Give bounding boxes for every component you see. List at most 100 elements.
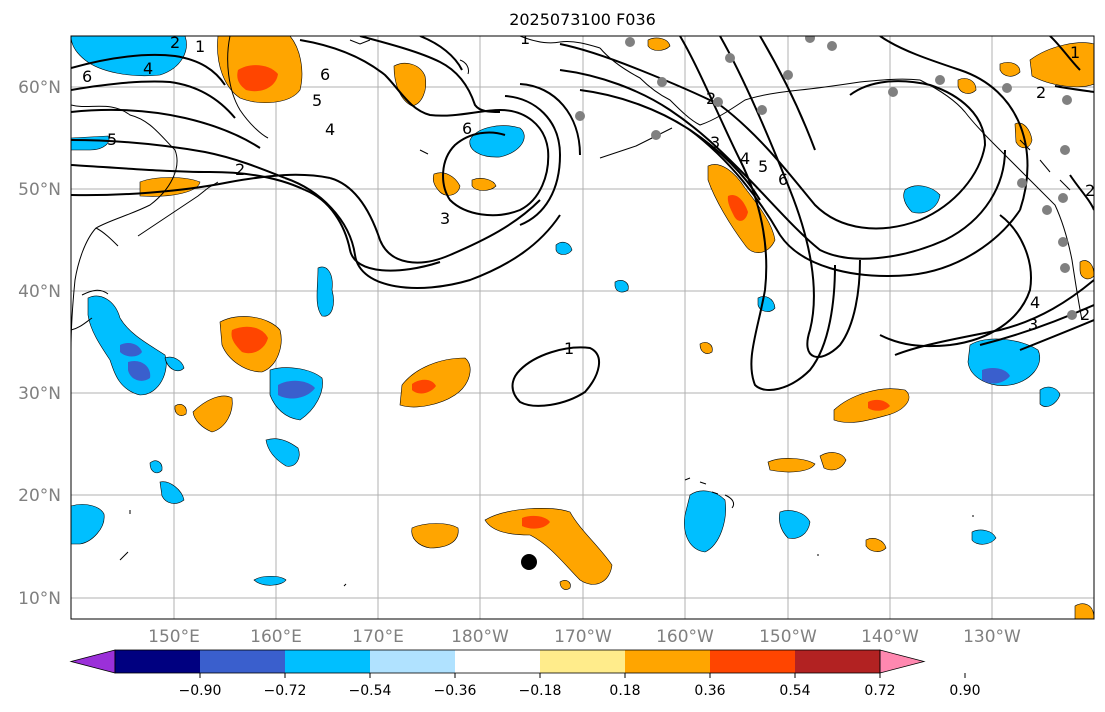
contour-low-w-2 bbox=[71, 80, 236, 119]
shade-pos-east-2 bbox=[767, 458, 816, 473]
lon-label: 160°E bbox=[250, 627, 302, 647]
negative-shading bbox=[71, 36, 1061, 586]
contour-labels: 1 2 4 6 5 2 5 4 6 6 3 1 1 2 3 4 5 6 2 1 … bbox=[82, 33, 1095, 358]
coast-alaska-main bbox=[599, 47, 921, 126]
station-dot bbox=[757, 105, 767, 115]
contour-trough-east-1 bbox=[679, 36, 836, 391]
shade-neg-east-1 bbox=[778, 510, 811, 539]
shade-pos-south-1 bbox=[411, 523, 459, 549]
coast-hawaii bbox=[684, 477, 735, 509]
station-dot bbox=[1067, 310, 1077, 320]
shade-pos-south-3 bbox=[559, 580, 571, 590]
shade-pos-south-2 bbox=[484, 508, 613, 585]
shade-pos-core-5 bbox=[727, 194, 748, 221]
coast-kuril bbox=[137, 181, 219, 237]
lon-label: 170°E bbox=[352, 627, 404, 647]
shade-pos-aleut-1 bbox=[432, 172, 461, 196]
colorbar-segment bbox=[200, 650, 285, 673]
colorbar-tick-label: −0.72 bbox=[264, 683, 307, 699]
shade-neg-small-1 bbox=[253, 575, 287, 586]
station-dot bbox=[651, 130, 661, 140]
colorbar-extend-low bbox=[69, 649, 116, 674]
shade-neg-west-blob-5 bbox=[159, 481, 185, 504]
station-dot bbox=[713, 97, 723, 107]
shade-neg-east-8 bbox=[614, 280, 629, 293]
contour-label: 5 bbox=[312, 91, 322, 110]
coast-kamchatka bbox=[227, 36, 269, 139]
shade-pos-core-1 bbox=[237, 65, 278, 92]
colorbar: −0.90 −0.72 −0.54 −0.36 −0.18 0.18 0.36 0.54 0.7… bbox=[69, 649, 981, 699]
contour-aleutian-low-2 bbox=[504, 95, 562, 226]
map-plot-area: 1 2 4 6 5 2 5 4 6 6 3 1 1 2 3 4 5 6 2 1 … bbox=[71, 33, 1095, 619]
station-dot bbox=[625, 37, 635, 47]
colorbar-segment bbox=[285, 650, 370, 673]
coast-canada bbox=[919, 79, 1083, 321]
shade-pos-west-3 bbox=[174, 404, 187, 416]
station-dot bbox=[1002, 83, 1012, 93]
station-markers bbox=[575, 36, 1077, 320]
contour-label: 6 bbox=[320, 65, 330, 84]
lon-label: 180°W bbox=[451, 627, 509, 647]
station-dot bbox=[1060, 263, 1070, 273]
lon-label: 160°W bbox=[656, 627, 714, 647]
contour-aleutian-low-1 bbox=[442, 109, 550, 217]
station-dot bbox=[1060, 145, 1070, 155]
coast-small-islands bbox=[119, 510, 974, 587]
contour-label: 2 bbox=[1036, 83, 1046, 102]
shade-neg-core-4 bbox=[982, 368, 1010, 384]
colorbar-outline bbox=[114, 649, 881, 674]
contour-label: 1 bbox=[1070, 43, 1080, 62]
contour-label: 2 bbox=[170, 33, 180, 52]
contour-trough-1 bbox=[329, 177, 541, 264]
contour-trough-east-3 bbox=[759, 36, 816, 151]
contour-east-5 bbox=[1019, 319, 1094, 351]
lon-label: 150°W bbox=[759, 627, 817, 647]
contour-label: 4 bbox=[325, 120, 335, 139]
station-dot bbox=[725, 53, 735, 63]
contour-ridge-1 bbox=[559, 43, 721, 106]
contour-east-3 bbox=[894, 279, 1094, 356]
shade-pos-east-3 bbox=[819, 452, 847, 471]
colorbar-tick-label: 0.36 bbox=[694, 683, 725, 699]
station-dot bbox=[935, 75, 945, 85]
contour-trough-2 bbox=[284, 177, 561, 289]
contour-label: 6 bbox=[778, 170, 788, 189]
latitude-labels: 60°N 50°N 40°N 30°N 20°N 10°N bbox=[18, 78, 61, 609]
contour-trough-3 bbox=[304, 189, 441, 272]
contour-ne-2 bbox=[1054, 85, 1094, 93]
station-dot bbox=[575, 111, 585, 121]
colorbar-tick-label: −0.18 bbox=[519, 683, 562, 699]
shade-pos-top-1 bbox=[647, 37, 671, 51]
station-dot bbox=[805, 36, 815, 43]
coast-japan bbox=[71, 289, 109, 331]
contour-label: 4 bbox=[143, 59, 153, 78]
colorbar-segment bbox=[115, 650, 200, 673]
shade-neg-west-blob-4 bbox=[265, 438, 300, 467]
contour-low-w-1 bbox=[71, 53, 226, 86]
shade-pos-west-2 bbox=[192, 395, 233, 433]
colorbar-segment bbox=[540, 650, 625, 673]
station-dot bbox=[1058, 193, 1068, 203]
lat-label: 10°N bbox=[18, 589, 61, 609]
station-dot bbox=[783, 70, 793, 80]
shade-neg-core-3 bbox=[278, 380, 315, 399]
shade-neg-east-3 bbox=[903, 185, 941, 214]
shade-pos-aleut-2 bbox=[471, 178, 497, 191]
colorbar-tick-label: 0.54 bbox=[779, 683, 810, 699]
shade-neg-aleutian-low bbox=[469, 125, 525, 158]
contour-label: 2 bbox=[1085, 181, 1095, 200]
longitude-labels: 150°E 160°E 170°E 180°W 170°W 160°W 150°W 140°W… bbox=[148, 627, 1021, 647]
shade-pos-ne-5 bbox=[1079, 260, 1094, 280]
station-dot bbox=[1017, 178, 1027, 188]
shade-pos-bering bbox=[393, 63, 427, 107]
shade-neg-core-2 bbox=[128, 360, 151, 381]
colorbar-tick-label: 0.18 bbox=[609, 683, 640, 699]
map-frame bbox=[70, 35, 1095, 620]
colorbar-segment bbox=[455, 650, 540, 673]
lat-label: 30°N bbox=[18, 384, 61, 404]
strong-negative-shading bbox=[120, 342, 1010, 399]
station-dot bbox=[827, 41, 837, 51]
contour-gulf-high-3 bbox=[689, 129, 1021, 277]
contour-ridge-2 bbox=[559, 69, 741, 171]
